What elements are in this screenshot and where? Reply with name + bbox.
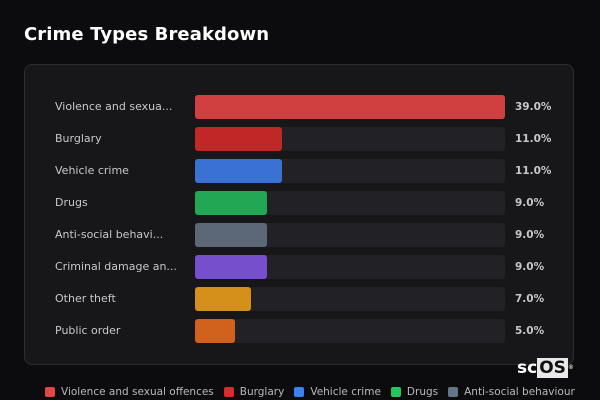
bar-row: Criminal damage an... 9.0%	[25, 255, 573, 279]
legend-swatch-icon	[294, 387, 305, 397]
bar-track	[195, 319, 505, 343]
logo-os: OS	[537, 358, 568, 378]
bar-track	[195, 223, 505, 247]
registered-mark: ®	[567, 364, 574, 371]
bar-row: Vehicle crime 11.0%	[25, 159, 573, 183]
legend-label: Violence and sexual offences	[61, 386, 214, 398]
legend-swatch-icon	[390, 387, 401, 397]
page-title: Crime Types Breakdown	[24, 24, 270, 45]
bar-row: Violence and sexua... 39.0%	[25, 95, 573, 119]
chart-card: Violence and sexua... 39.0% Burglary 11.0% V…	[24, 64, 574, 365]
legend-item[interactable]: Violence and sexual offences	[45, 386, 214, 398]
bar-value: 9.0%	[515, 229, 545, 241]
bar-label: Vehicle crime	[55, 164, 129, 177]
bar-value: 5.0%	[515, 325, 545, 337]
legend-item[interactable]: Anti-social behaviour	[448, 386, 575, 398]
bar-row: Other theft 7.0%	[25, 287, 573, 311]
bar[interactable]	[195, 127, 283, 151]
scos-logo: sc OS ®	[517, 358, 574, 378]
bar-label: Violence and sexua...	[55, 100, 173, 113]
bar[interactable]	[195, 95, 505, 119]
bar-value: 39.0%	[515, 101, 552, 113]
bar-value: 9.0%	[515, 197, 545, 209]
bar-value: 9.0%	[515, 261, 545, 273]
bar-track	[195, 127, 505, 151]
legend-label: Drugs	[406, 386, 439, 398]
legend-item[interactable]: Drugs	[390, 386, 439, 398]
bar-label: Anti-social behavi...	[55, 228, 164, 241]
bar-label: Other theft	[55, 292, 116, 305]
bar-value: 11.0%	[515, 165, 552, 177]
bar-row: Burglary 11.0%	[25, 127, 573, 151]
bar-row: Anti-social behavi... 9.0%	[25, 223, 573, 247]
bar-value: 7.0%	[515, 293, 545, 305]
bar-label: Burglary	[55, 132, 102, 145]
chart-legend: Violence and sexual offences Burglary Vehi…	[45, 386, 585, 398]
bar[interactable]	[195, 319, 235, 343]
bar-track	[195, 191, 505, 215]
bar[interactable]	[195, 223, 267, 247]
bar[interactable]	[195, 159, 283, 183]
bar-track	[195, 159, 505, 183]
legend-swatch-icon	[448, 387, 459, 397]
bar-row: Public order 5.0%	[25, 319, 573, 343]
legend-swatch-icon	[223, 387, 234, 397]
bar-value: 11.0%	[515, 133, 552, 145]
bar-track	[195, 95, 505, 119]
legend-label: Anti-social behaviour	[464, 386, 575, 398]
bar-label: Criminal damage an...	[55, 260, 177, 273]
legend-label: Burglary	[239, 386, 285, 398]
bar[interactable]	[195, 191, 267, 215]
legend-item[interactable]: Burglary	[223, 386, 285, 398]
logo-sc: sc	[517, 358, 538, 378]
legend-label: Vehicle crime	[310, 386, 381, 398]
bar-label: Drugs	[55, 196, 88, 209]
legend-swatch-icon	[45, 387, 55, 397]
legend-item[interactable]: Vehicle crime	[294, 386, 381, 398]
bar-track	[195, 255, 505, 279]
bar[interactable]	[195, 287, 251, 311]
bar-label: Public order	[55, 324, 121, 337]
bar[interactable]	[195, 255, 267, 279]
bar-track	[195, 287, 505, 311]
bar-row: Drugs 9.0%	[25, 191, 573, 215]
